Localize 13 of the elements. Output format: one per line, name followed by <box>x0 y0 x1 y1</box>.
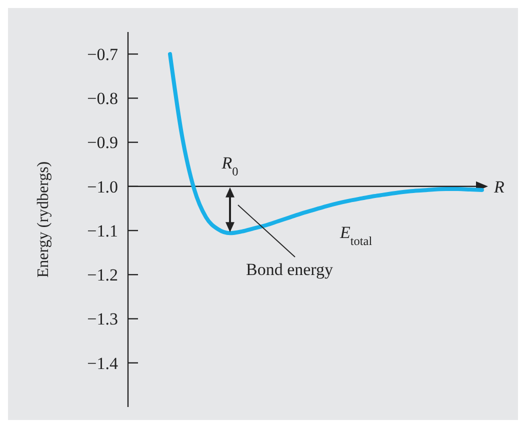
x-axis-title: R <box>493 177 505 196</box>
y-tick-label: −1.2 <box>87 266 118 285</box>
y-axis-title: Energy (rydbergs) <box>35 161 52 278</box>
annotation: E$_{total}$ <box>339 223 373 248</box>
annotation: Bond energy <box>246 260 334 279</box>
y-tick-label: −1.1 <box>87 221 118 240</box>
y-tick-label: −1.0 <box>87 177 118 196</box>
y-tick-label: −1.3 <box>87 310 118 329</box>
y-tick-label: −1.4 <box>87 354 118 373</box>
y-tick-label: −0.7 <box>87 45 118 64</box>
annotation: R$_{0}$ <box>220 153 238 178</box>
y-tick-label: −0.9 <box>87 133 118 152</box>
y-tick-label: −0.8 <box>87 89 118 108</box>
